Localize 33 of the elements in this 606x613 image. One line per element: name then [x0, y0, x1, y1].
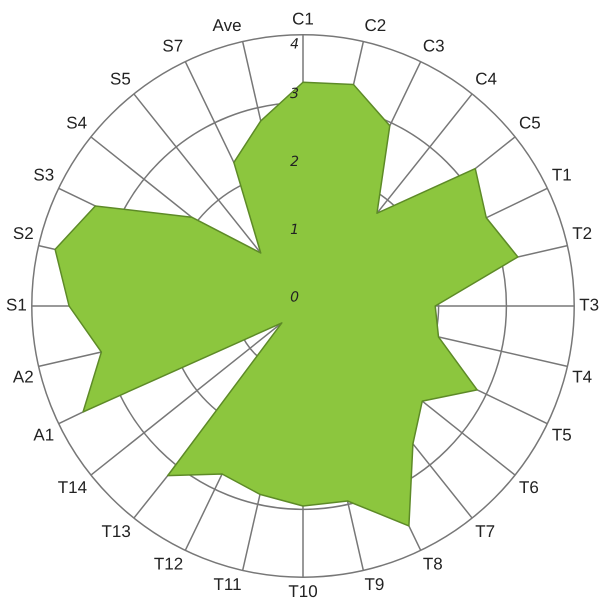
y-tick-label: 1 — [290, 222, 299, 238]
spoke-label: Ave — [212, 16, 242, 36]
spoke-label: T3 — [579, 296, 600, 315]
spoke-label: S3 — [33, 166, 54, 185]
spoke-label: A1 — [33, 426, 54, 445]
spoke-label: C5 — [518, 113, 541, 132]
spoke-label: S5 — [110, 70, 131, 89]
spoke-label: T12 — [154, 554, 184, 574]
spoke-label: T5 — [552, 426, 572, 445]
spoke-label: S2 — [12, 224, 34, 244]
spoke-label: T10 — [288, 582, 318, 602]
y-tick-label: 0 — [290, 290, 300, 306]
spoke-label: C4 — [475, 70, 497, 89]
spoke-label: T14 — [58, 478, 88, 498]
spoke-label: S7 — [162, 36, 184, 56]
spoke-label: C2 — [364, 16, 386, 36]
spoke-label: S4 — [66, 113, 88, 132]
spoke-label: T6 — [518, 478, 539, 498]
spoke-label: T9 — [364, 575, 384, 594]
spoke-label: T4 — [572, 367, 592, 386]
spoke-label: T13 — [101, 522, 131, 541]
spoke-label: C1 — [292, 9, 314, 28]
spoke-label: T11 — [213, 575, 242, 594]
spoke-label: T8 — [422, 554, 443, 574]
spoke-label: T1 — [552, 166, 572, 185]
y-tick-label: 2 — [290, 154, 300, 170]
spoke-label: A2 — [12, 367, 34, 386]
spoke-label: T2 — [572, 224, 592, 244]
spoke-label: T7 — [475, 522, 496, 541]
spoke-label: C3 — [422, 36, 445, 56]
spoke-label: S1 — [6, 296, 27, 315]
y-tick-label: 3 — [290, 86, 299, 102]
y-tick-label: 4 — [290, 36, 299, 52]
